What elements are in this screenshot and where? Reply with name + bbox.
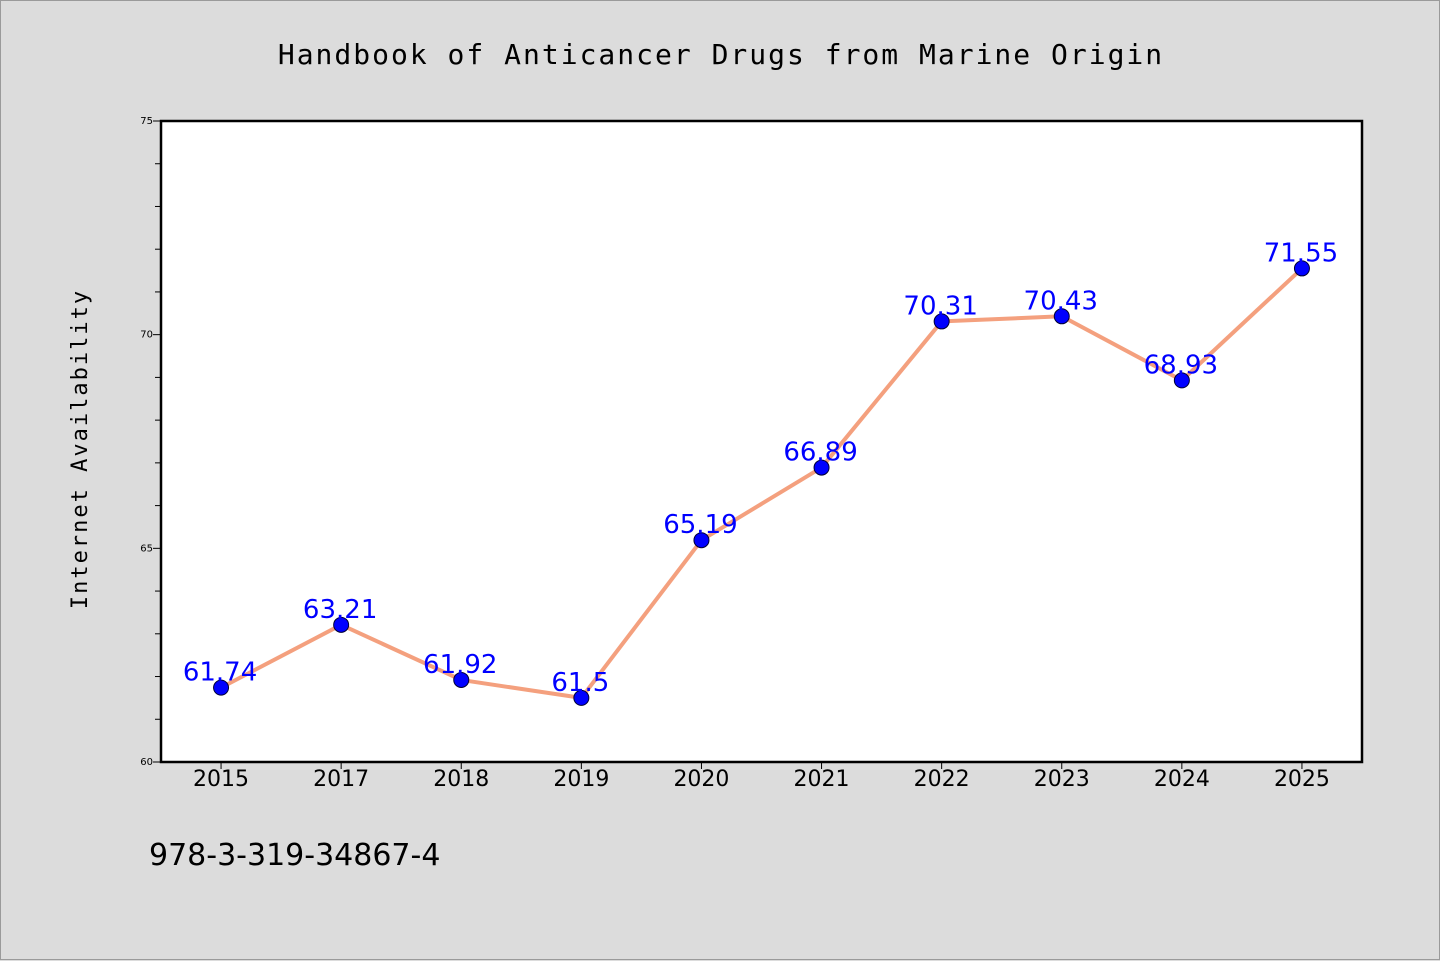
x-tick-label: 2023 [1034,767,1090,792]
data-point [453,671,470,688]
data-label: 66.89 [783,438,857,468]
data-label: 70.31 [903,291,977,321]
series-layer [213,260,1310,706]
x-tick-label: 2021 [794,767,850,792]
data-label: 61.5 [551,668,609,698]
isbn-annotation: 978-3-319-34867-4 [149,838,440,873]
data-label: 70.43 [1024,286,1098,316]
data-point [933,313,950,330]
data-point [693,532,710,549]
data-point [333,616,350,633]
y-tick-label: 65 [140,543,153,554]
x-tick-label: 2025 [1274,767,1330,792]
x-tick-label: 2017 [313,767,369,792]
data-point [573,689,590,706]
plot-area [161,121,1362,762]
y-tick-label: 75 [140,116,153,127]
plot-frame [159,119,1364,764]
data-point [1173,372,1190,389]
data-point [813,459,830,476]
x-tick-label: 2019 [553,767,609,792]
x-axis-ticks: 2015 2017 2018 2019 2020 2021 2022 2023 2024 2025 [193,762,1330,792]
x-tick-label: 2022 [914,767,970,792]
data-label-layer: 61.74 63.21 61.92 61.5 65.19 66.89 70.31 70.43 6… [183,238,1338,697]
data-point [213,679,230,696]
data-point [1053,308,1070,325]
data-label: 63.21 [303,595,377,625]
data-label: 61.92 [423,650,497,680]
data-label: 71.55 [1264,238,1338,268]
chart-title: Handbook of Anticancer Drugs from Marine… [278,38,1164,71]
y-tick-label: 70 [140,330,153,341]
data-label: 61.74 [183,658,257,688]
x-tick-label: 2024 [1154,767,1210,792]
y-tick-label: 60 [140,757,153,768]
x-tick-label: 2018 [433,767,489,792]
data-point [1293,260,1310,277]
data-label: 68.93 [1144,350,1218,380]
x-tick-label: 2020 [673,767,729,792]
series-line [219,266,1304,700]
y-axis-ticks: 60 65 70 75 [140,116,161,768]
data-label: 65.19 [663,510,737,540]
y-axis-label: Internet Availability [68,289,93,609]
x-tick-label: 2015 [193,767,249,792]
